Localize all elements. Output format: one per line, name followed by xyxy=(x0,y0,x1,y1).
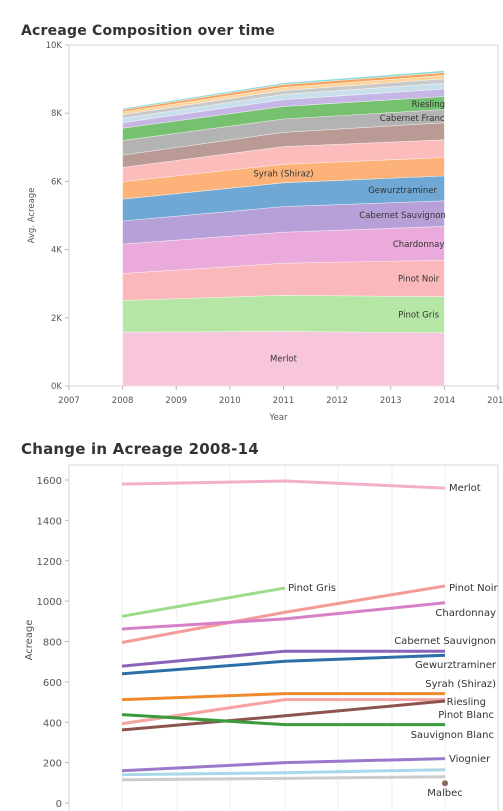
x-tick-label-2014: 2014 xyxy=(434,396,456,406)
band-label-merlot: Merlot xyxy=(270,355,298,365)
line-label-riesling: Riesling xyxy=(447,697,486,708)
y2-tick-label-800: 800 xyxy=(43,638,62,649)
chart-title-change-in-acreage: Change in Acreage 2008-14 xyxy=(21,440,259,458)
x-tick-label-2012: 2012 xyxy=(326,396,348,406)
x-tick-label-2007: 2007 xyxy=(58,396,80,406)
y2-tick-label-200: 200 xyxy=(43,759,62,770)
area-band-series-16 xyxy=(122,70,445,111)
line-pinot-blanc xyxy=(121,699,446,732)
line-viognier xyxy=(121,757,446,773)
point-malbec xyxy=(442,780,448,787)
x-tick-label-2013: 2013 xyxy=(380,396,402,406)
band-label-riesling: Riesling xyxy=(412,100,445,110)
x-tick-label-2008: 2008 xyxy=(112,396,134,406)
line-label-pinot-noir: Pinot Noir xyxy=(449,583,499,594)
x-tick-label-2011: 2011 xyxy=(273,396,295,406)
y2-tick-label-600: 600 xyxy=(43,678,62,689)
line-series-11 xyxy=(121,768,446,777)
y2-tick-label-1600: 1600 xyxy=(37,476,62,487)
line-series-12 xyxy=(121,775,446,782)
line-riesling xyxy=(121,698,445,726)
line-cabernet-sauvignon xyxy=(121,649,445,668)
line-label-viognier: Viognier xyxy=(449,754,491,765)
y-tick-label-2k: 2K xyxy=(51,314,62,324)
line-chardonnay xyxy=(121,601,446,631)
y-tick-label-10k: 10K xyxy=(46,41,63,51)
band-label-cabernet-franc: Cabernet Franc xyxy=(380,114,445,124)
x-axis-label: Year xyxy=(269,413,289,423)
y-tick-label-6k: 6K xyxy=(51,177,62,187)
line-label-malbec: Malbec xyxy=(427,788,463,799)
y2-tick-label-1400: 1400 xyxy=(37,516,62,527)
area-chart: Merlot Pinot Gris Pinot Noir Chardonnay Cabe… xyxy=(27,41,503,423)
y2-axis-label: Acreage xyxy=(24,620,35,661)
x-tick-label-2009: 2009 xyxy=(165,396,187,406)
line-label-cabernet-sauvignon: Cabernet Sauvignon xyxy=(394,636,496,647)
line-label-chardonnay: Chardonnay xyxy=(435,608,496,619)
band-label-cabernet-sauvignon: Cabernet Sauvignon xyxy=(359,211,446,221)
line-label-syrah-shiraz: Syrah (Shiraz) xyxy=(425,679,496,690)
line-sauvignon-blanc xyxy=(121,713,445,727)
y-tick-label-4k: 4K xyxy=(51,246,62,256)
band-label-pinot-gris: Pinot Gris xyxy=(398,311,439,321)
y2-tick-label-1000: 1000 xyxy=(37,597,62,608)
line-merlot xyxy=(121,479,446,490)
x-tick-label-2015: 2015 xyxy=(487,396,503,406)
line-label-pinot-gris: Pinot Gris xyxy=(288,583,336,594)
y-tick-label-0k: 0K xyxy=(51,382,62,392)
line-label-pinot-blanc: Pinot Blanc xyxy=(438,710,494,721)
line-label-merlot: Merlot xyxy=(449,483,481,494)
line-syrah-shiraz xyxy=(121,692,445,702)
y-axis-label: Avg. Acreage xyxy=(27,188,37,244)
chart-title-acreage-composition: Acreage Composition over time xyxy=(21,23,275,39)
line-gewurztraminer xyxy=(121,653,446,676)
line-label-gewurztraminer: Gewurztraminer xyxy=(415,660,497,671)
line-pinot-gris xyxy=(121,586,286,618)
band-label-pinot-noir: Pinot Noir xyxy=(398,275,440,285)
x-tick-label-2010: 2010 xyxy=(219,396,241,406)
line-pinot-noir xyxy=(121,584,446,644)
y-tick-label-8k: 8K xyxy=(51,109,62,119)
y2-tick-label-0: 0 xyxy=(56,799,62,810)
line-label-sauvignon-blanc: Sauvignon Blanc xyxy=(411,730,494,741)
band-label-gewurztraminer: Gewurztraminer xyxy=(368,186,437,196)
y2-tick-label-1200: 1200 xyxy=(37,557,62,568)
band-label-syrah-shiraz: Syrah (Shiraz) xyxy=(253,170,313,180)
band-label-chardonnay: Chardonnay xyxy=(393,240,445,250)
y2-tick-label-400: 400 xyxy=(43,718,62,729)
